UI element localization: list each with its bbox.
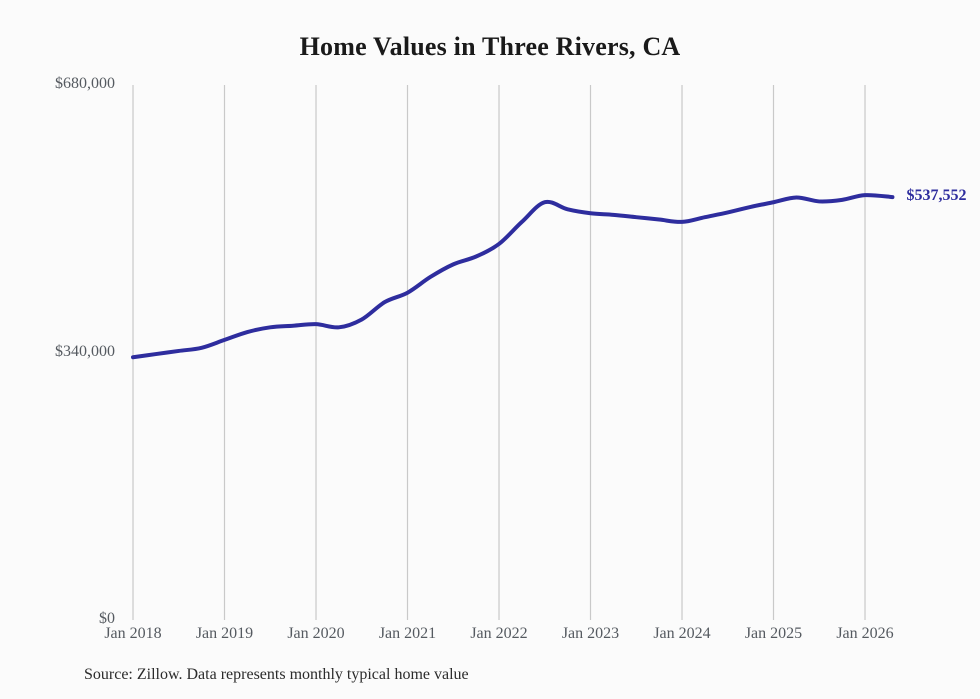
x-tick-label: Jan 2020 [287,625,345,642]
x-tick-label: Jan 2025 [744,625,803,642]
x-tick-label: Jan 2022 [470,625,528,642]
x-tick-label: Jan 2021 [378,625,437,642]
y-tick-label: $0 [99,610,115,627]
end-value-label: $537,552 [906,187,967,205]
gridlines [132,85,866,620]
x-tick-label: Jan 2024 [653,625,711,642]
y-tick-label: $340,000 [55,342,115,360]
x-tick-label: Jan 2018 [104,625,162,642]
source-note: Source: Zillow. Data represents monthly … [84,666,469,683]
y-tick-label: $680,000 [55,75,115,92]
data-series [131,193,895,360]
x-tick-label: Jan 2026 [836,625,894,642]
x-tick-label: Jan 2019 [195,625,254,642]
chart-title: Home Values in Three Rivers, CA [299,32,681,61]
series-line [131,193,895,360]
x-tick-label: Jan 2023 [561,625,620,642]
